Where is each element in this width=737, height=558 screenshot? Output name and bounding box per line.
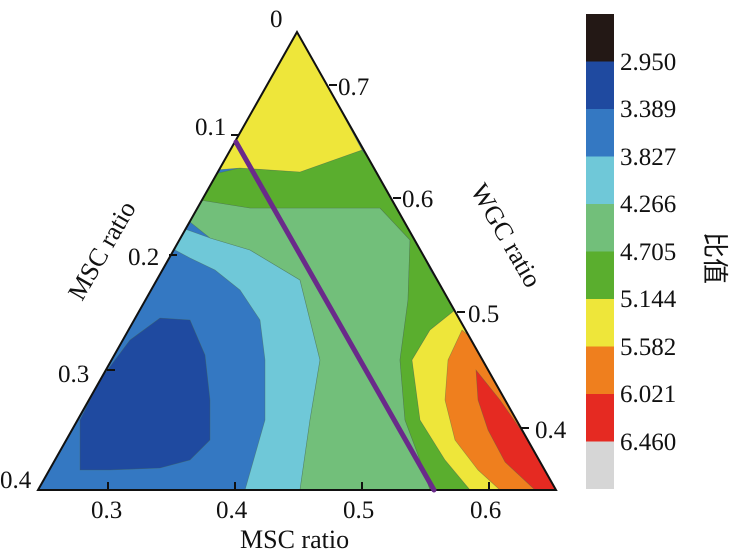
bottom-tick-0.4: 0.4 [216, 497, 248, 524]
left-tick-0.4: 0.4 [0, 467, 32, 494]
colorbar [586, 14, 614, 489]
colorbar-label-3.827: 3.827 [620, 144, 676, 171]
right-tick-0.4: 0.4 [535, 417, 567, 444]
reference-line [233, 139, 437, 493]
bottom-axis-title: MSC ratio [240, 525, 349, 554]
colorbar-swatch-1 [586, 61, 614, 109]
bottom-tick-0.3: 0.3 [91, 497, 122, 524]
colorbar-swatch-3 [586, 156, 614, 204]
left-tick-0.3: 0.3 [58, 361, 89, 388]
colorbar-swatch-6 [586, 299, 614, 347]
right-tick-0.6: 0.6 [402, 186, 433, 213]
colorbar-label-6.460: 6.460 [620, 429, 676, 456]
colorbar-label-4.266: 4.266 [620, 191, 676, 218]
colorbar-swatch-9 [586, 441, 614, 489]
colorbar-label-6.021: 6.021 [620, 381, 676, 408]
right-axis-ticks [329, 84, 529, 429]
colorbar-label-3.389: 3.389 [620, 96, 676, 123]
colorbar-label-4.705: 4.705 [620, 239, 676, 266]
left-axis-ticks [107, 134, 239, 371]
contour-region-6.021 [475, 369, 556, 490]
left-tick-0: 0 [270, 6, 283, 33]
colorbar-swatch-8 [586, 394, 614, 442]
colorbar-title: 比值 [700, 232, 729, 284]
colorbar-swatch-4 [586, 204, 614, 252]
bottom-tick-0.5: 0.5 [343, 497, 374, 524]
contour-region-5.144 [214, 32, 363, 173]
colorbar-swatch-7 [586, 346, 614, 394]
bottom-axis-ticks [107, 482, 490, 490]
colorbar-label-5.144: 5.144 [620, 286, 677, 313]
colorbar-labels: 2.950 3.389 3.827 4.266 4.705 5.144 5.58… [620, 49, 677, 456]
colorbar-swatch-2 [586, 109, 614, 157]
bottom-tick-0.6: 0.6 [470, 497, 501, 524]
right-tick-0.7: 0.7 [338, 74, 369, 101]
colorbar-label-5.582: 5.582 [620, 334, 676, 361]
colorbar-swatch-5 [586, 251, 614, 299]
colorbar-label-2.950: 2.950 [620, 49, 676, 76]
right-axis-title: WGC ratio [465, 179, 548, 293]
left-tick-0.1: 0.1 [195, 114, 226, 141]
right-tick-0.5: 0.5 [468, 301, 499, 328]
ternary-frame [36, 29, 558, 491]
colorbar-swatch-0 [586, 14, 614, 62]
left-tick-0.2: 0.2 [128, 244, 159, 271]
contour-region-2.950 [79, 317, 211, 471]
